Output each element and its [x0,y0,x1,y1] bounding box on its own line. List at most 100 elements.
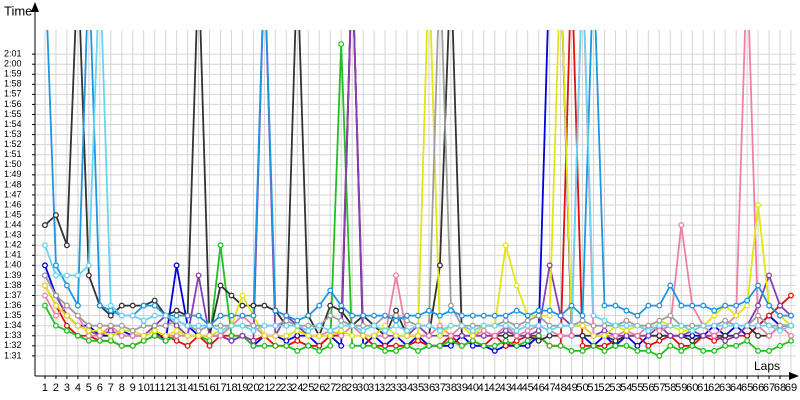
data-point [744,297,751,304]
data-point [689,332,696,339]
data-point [195,312,202,319]
data-point [722,342,729,349]
data-point [52,302,59,309]
data-point [129,342,136,349]
data-point [755,302,762,309]
data-point [338,322,345,329]
data-point [535,337,542,344]
data-point [744,337,751,344]
data-point [689,342,696,349]
data-point [535,322,542,329]
data-point [206,342,213,349]
data-point [612,332,619,339]
data-point [513,337,520,344]
data-point [217,332,224,339]
data-point [447,302,454,309]
data-point [217,322,224,329]
data-point [678,302,685,309]
data-point [371,322,378,329]
data-point [524,342,531,349]
data-point [590,332,597,339]
x-tick-label: 20 [247,382,259,394]
x-tick-label: 2 [53,382,59,394]
data-point [755,312,762,319]
data-point [458,312,465,319]
data-point [711,312,718,319]
x-tick-label: 47 [544,382,556,394]
data-point [316,342,323,349]
data-point [85,327,92,334]
data-point [733,302,740,309]
data-point [568,302,575,309]
data-point [52,322,59,329]
x-tick-label: 54 [620,382,632,394]
data-point [788,337,794,344]
data-point [579,322,586,329]
data-point [755,332,762,339]
data-point [678,222,685,229]
x-tick-label: 17 [214,382,226,394]
data-point [623,322,630,329]
data-point [393,322,399,329]
data-point [568,322,575,329]
data-point [74,332,81,339]
data-point [601,317,608,324]
data-point [140,317,147,324]
data-point [557,322,564,329]
data-point [700,322,707,329]
data-point [426,332,432,339]
y-tick-label: 1:59 [4,69,22,79]
data-point [294,322,301,329]
data-point [217,242,224,249]
data-point [733,332,740,339]
data-point [469,327,476,334]
data-point [546,262,553,269]
data-point [513,332,520,339]
x-tick-label: 67 [763,382,775,394]
data-point [645,342,652,349]
data-point [338,342,345,349]
data-point [645,302,652,309]
data-point [228,322,235,329]
data-point [415,312,421,319]
data-point [206,332,213,339]
data-point [788,332,794,339]
data-point [546,327,553,334]
data-point [316,332,323,339]
data-point [623,307,630,314]
x-tick-label: 48 [554,382,566,394]
data-point [52,312,59,319]
y-tick-label: 1:40 [4,260,22,270]
data-point [338,332,345,339]
data-point [272,332,279,339]
y-tick-label: 1:32 [4,340,22,350]
data-point [85,332,92,339]
data-point [524,312,531,319]
data-point [656,352,663,359]
data-point [107,312,114,319]
data-point [162,332,169,339]
data-point [645,327,652,334]
data-point [96,302,103,309]
data-point [42,282,48,289]
data-point [42,242,48,249]
data-point [612,302,619,309]
data-point [623,332,630,339]
data-point [678,327,685,334]
data-point [579,347,586,354]
y-tick-label: 1:43 [4,230,22,240]
data-point [327,302,334,309]
data-point [228,292,235,299]
data-point [458,322,465,329]
data-point [107,332,114,339]
data-point [217,327,224,334]
data-point [63,282,70,289]
data-point [107,302,114,309]
data-point [393,332,399,339]
data-point [151,322,158,329]
x-tick-label: 21 [258,382,270,394]
data-point [645,332,652,339]
data-point [272,307,279,314]
data-point [393,272,399,279]
data-point [711,322,718,329]
